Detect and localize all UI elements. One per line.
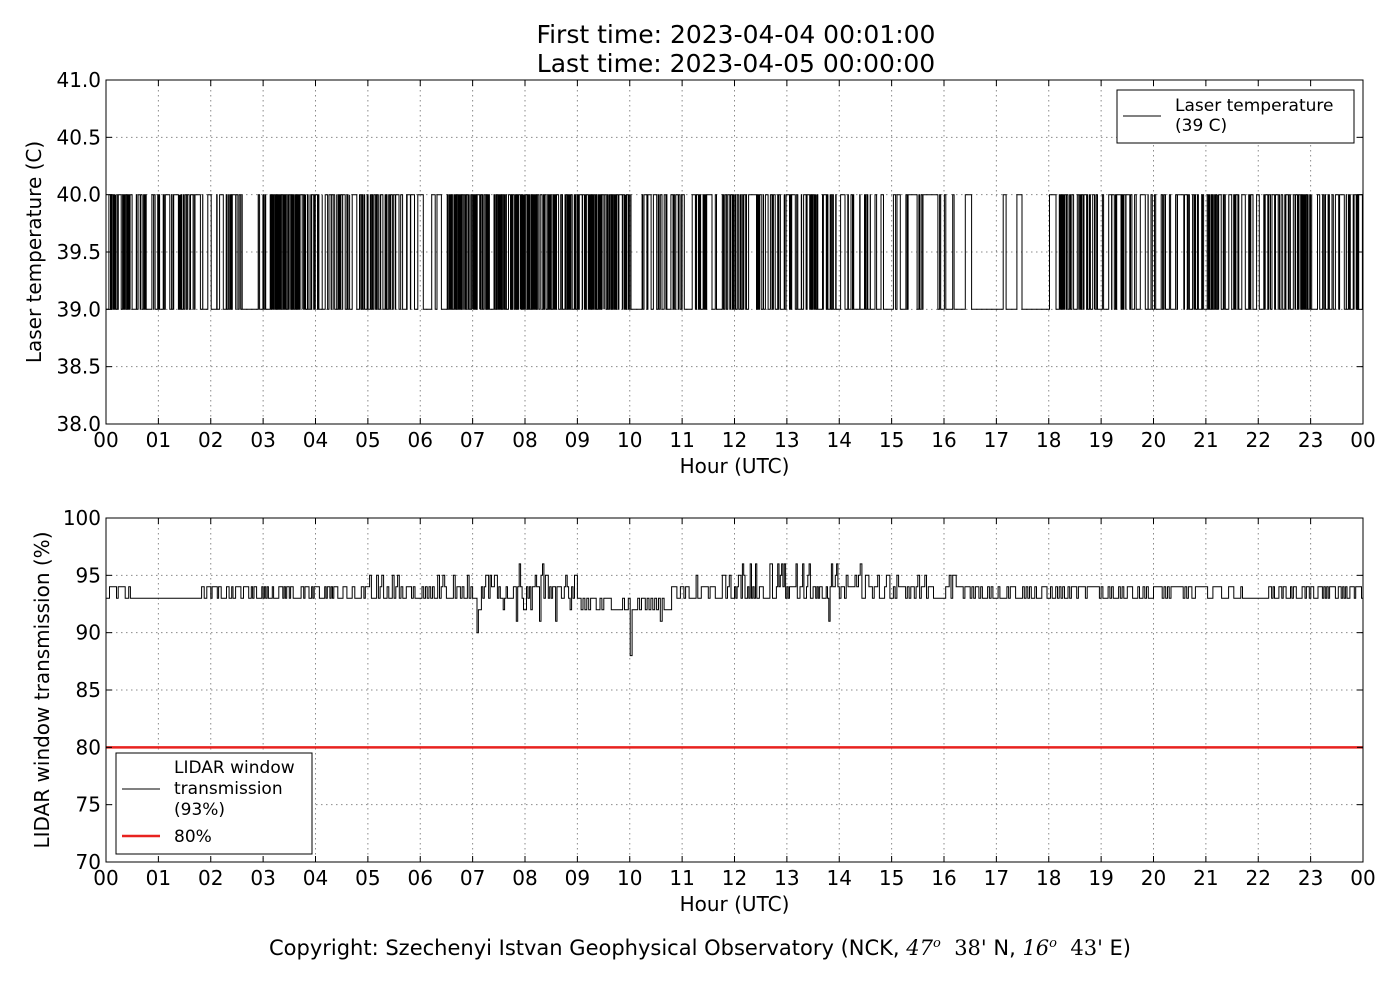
x-tick-label: 11: [669, 428, 694, 452]
legend-label-line-1: LIDAR window: [174, 758, 295, 778]
x-tick-label: 00: [93, 428, 118, 452]
x-tick-label: 17: [984, 866, 1009, 890]
x-tick-label: 00: [1350, 866, 1375, 890]
y-tick-label: 90: [76, 621, 101, 645]
x-tick-label: 21: [1193, 428, 1218, 452]
x-tick-label: 17: [984, 428, 1009, 452]
chart-title-line-1: First time: 2023-04-04 00:01:00: [537, 20, 936, 49]
laser-temperature-series-line: [106, 194, 1363, 310]
x-tick-label: 00: [93, 866, 118, 890]
copyright-suffix: E): [1102, 936, 1131, 960]
y-tick-label: 70: [76, 850, 101, 874]
x-tick-label: 05: [355, 866, 380, 890]
y-tick-label: 41.0: [56, 68, 101, 92]
copyright-prefix: Copyright: Szechenyi Istvan Geophysical …: [268, 936, 907, 960]
copyright-notice: Copyright: Szechenyi Istvan Geophysical …: [0, 936, 1400, 960]
x-tick-label: 19: [1088, 428, 1113, 452]
y-tick-label: 38.0: [56, 412, 101, 436]
y-tick-label: 39.5: [56, 240, 101, 264]
latitude-degrees: 47o 38': [906, 936, 987, 960]
legend: Laser temperature (39 C): [1116, 89, 1355, 144]
x-tick-label: 23: [1298, 866, 1323, 890]
x-tick-label: 07: [460, 428, 485, 452]
x-tick-label: 14: [827, 866, 852, 890]
x-tick-label: 22: [1246, 866, 1271, 890]
x-tick-label: 09: [565, 428, 590, 452]
x-tick-label: 15: [879, 428, 904, 452]
x-tick-label: 10: [617, 866, 642, 890]
x-tick-label: 11: [669, 866, 694, 890]
legend-label-line-3: (93%): [174, 800, 225, 820]
y-tick-label: 40.5: [56, 125, 101, 149]
y-tick-label: 80: [76, 735, 101, 759]
x-tick-label: 00: [1350, 428, 1375, 452]
x-tick-label: 04: [303, 428, 328, 452]
y-axis-label: Laser temperature (C): [22, 141, 46, 363]
y-tick-label: 100: [63, 506, 101, 530]
x-tick-label: 12: [722, 866, 747, 890]
x-tick-label: 06: [408, 428, 433, 452]
x-axis-label: Hour (UTC): [680, 892, 790, 916]
x-tick-label: 21: [1193, 866, 1218, 890]
x-tick-label: 14: [827, 428, 852, 452]
x-tick-label: 10: [617, 428, 642, 452]
legend-label-threshold: 80%: [174, 827, 212, 847]
laser-temperature-chart: 38.0 38.5 39.0 39.5 40.0 40.5 41.0 00 01 02 03 04 0…: [22, 68, 1376, 478]
chart-title-line-2: Last time: 2023-04-05 00:00:00: [537, 49, 935, 78]
x-tick-label: 02: [198, 428, 223, 452]
x-tick-label: 03: [250, 428, 275, 452]
x-tick-label: 13: [774, 428, 799, 452]
x-tick-label: 08: [512, 866, 537, 890]
x-tick-label: 16: [931, 428, 956, 452]
x-tick-label: 18: [1036, 866, 1061, 890]
x-tick-label: 22: [1246, 428, 1271, 452]
y-tick-label: 85: [76, 678, 101, 702]
x-tick-label: 20: [1141, 866, 1166, 890]
x-tick-label: 23: [1298, 428, 1323, 452]
x-tick-label: 18: [1036, 428, 1061, 452]
longitude-degrees: 16o 43': [1022, 936, 1103, 960]
x-tick-label: 12: [722, 428, 747, 452]
x-tick-label: 04: [303, 866, 328, 890]
y-tick-label: 39.0: [56, 297, 101, 321]
x-tick-label: 01: [146, 428, 171, 452]
legend-label-line-1: Laser temperature: [1175, 96, 1333, 116]
latitude-hemisphere: N,: [986, 936, 1023, 960]
x-tick-label: 07: [460, 866, 485, 890]
legend: LIDAR window transmission (93%) 80%: [115, 752, 313, 855]
x-tick-label: 05: [355, 428, 380, 452]
x-tick-label: 06: [408, 866, 433, 890]
x-tick-label: 19: [1088, 866, 1113, 890]
legend-label-line-2: (39 C): [1175, 116, 1227, 136]
x-tick-label: 13: [774, 866, 799, 890]
y-tick-label: 40.0: [56, 183, 101, 207]
x-axis-label: Hour (UTC): [680, 454, 790, 478]
y-axis-label: LIDAR window transmission (%): [30, 532, 54, 849]
x-tick-label: 09: [565, 866, 590, 890]
x-tick-label: 03: [250, 866, 275, 890]
y-tick-label: 38.5: [56, 355, 101, 379]
lidar-transmission-series-line: [106, 563, 1363, 657]
x-tick-label: 08: [512, 428, 537, 452]
x-tick-label: 01: [146, 866, 171, 890]
legend-label-line-2: transmission: [174, 779, 283, 799]
x-tick-label: 02: [198, 866, 223, 890]
y-tick-label: 75: [76, 793, 101, 817]
x-tick-label: 15: [879, 866, 904, 890]
x-tick-label: 20: [1141, 428, 1166, 452]
y-tick-label: 95: [76, 563, 101, 587]
x-tick-label: 16: [931, 866, 956, 890]
lidar-transmission-chart: 70 75 80 85 90 95 100 00 01 02 03 04 05 06 07 08 09 10 11…: [30, 506, 1376, 916]
